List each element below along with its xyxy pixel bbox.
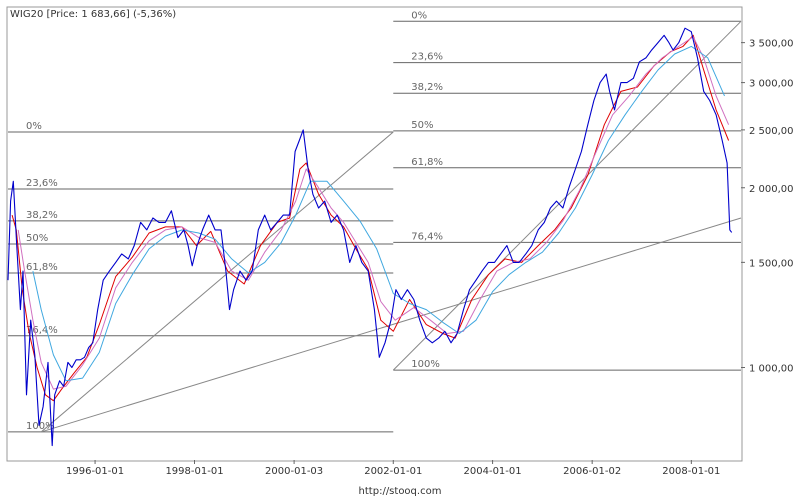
axis-layer: 1996-01-01 1998-01-01 2000-01-03 2002-01-01… — [66, 39, 794, 477]
y-tick-label: 3 500,00 — [749, 39, 794, 50]
trend-line — [41, 217, 742, 433]
x-tick-label: 2004-01-01 — [464, 466, 522, 477]
fib-level-label: 0% — [26, 121, 42, 132]
plot-border — [6, 6, 743, 462]
x-tick-label: 2008-01-01 — [662, 466, 720, 477]
fib-level-label: 61,8% — [26, 262, 58, 273]
fib-level-label: 38,2% — [411, 82, 443, 93]
chart-title: WIG20 [Price: 1 683,66] (-5,36%) — [10, 9, 176, 20]
fib-level-label: 100% — [411, 359, 440, 370]
x-tick-label: 2000-01-03 — [265, 466, 323, 477]
fib-level-label: 76,4% — [26, 325, 58, 336]
x-tick-label: 2002-01-01 — [364, 466, 422, 477]
series-line-ma_short — [11, 34, 730, 402]
fib-level-label: 50% — [26, 233, 48, 244]
series-layer — [7, 27, 733, 447]
x-tick-label: 1996-01-01 — [66, 466, 124, 477]
trend-line — [392, 20, 742, 371]
y-tick-label: 1 000,00 — [749, 364, 794, 375]
fib-level-label: 100% — [26, 421, 55, 432]
fibonacci-layer: 0% 23,6% 38,2% 50% 61,8% 76,4% 100% 0% 23,6% 38,2… — [8, 10, 741, 433]
trend-line — [40, 131, 394, 433]
y-tick-label: 2 500,00 — [749, 126, 794, 137]
fib-level-label: 38,2% — [26, 210, 58, 221]
source-url: http://stooq.com — [359, 486, 442, 497]
x-tick-label: 1998-01-01 — [165, 466, 223, 477]
series-line-ma_mid — [17, 36, 730, 390]
series-line-ma_long — [32, 45, 725, 382]
fib-level-label: 0% — [411, 10, 427, 21]
trendline-layer — [40, 20, 742, 433]
y-tick-label: 1 500,00 — [749, 258, 794, 269]
fib-level-label: 76,4% — [411, 231, 443, 242]
series-line-price — [7, 27, 733, 447]
y-tick-label: 2 000,00 — [749, 184, 794, 195]
fib-level-label: 50% — [411, 120, 433, 131]
fib-level-label: 23,6% — [411, 52, 443, 63]
x-tick-label: 2006-01-02 — [563, 466, 621, 477]
fib-level-label: 61,8% — [411, 157, 443, 168]
y-tick-label: 3 000,00 — [749, 79, 794, 90]
fib-level-label: 23,6% — [26, 178, 58, 189]
